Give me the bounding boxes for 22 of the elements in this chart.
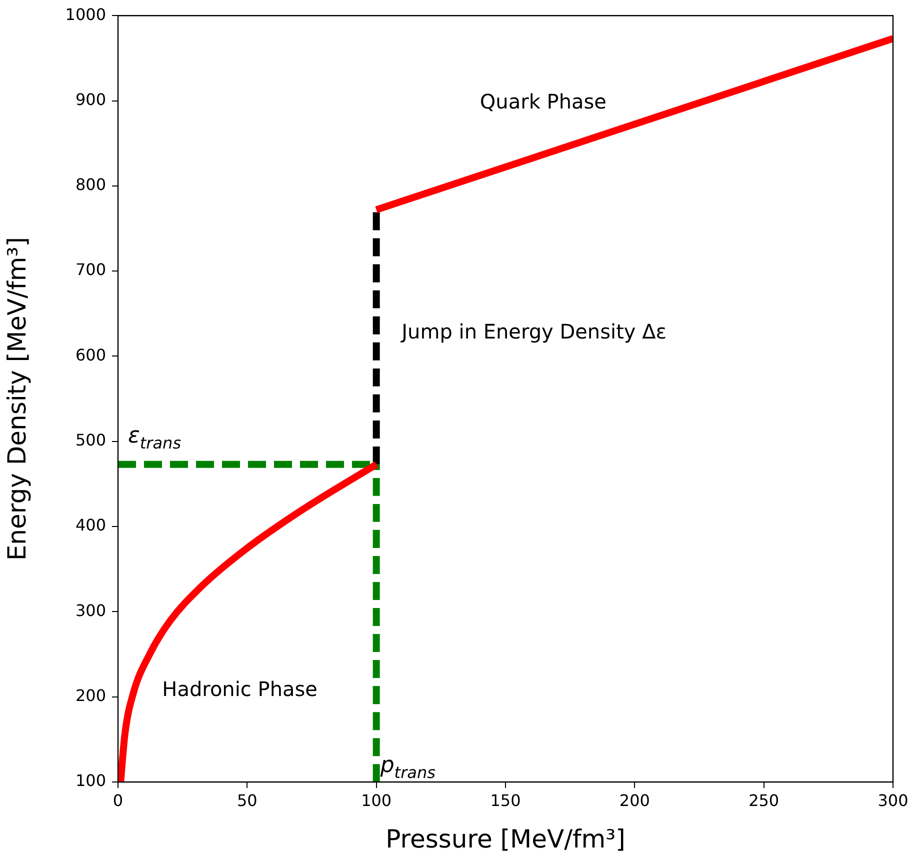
x-axis-title: Pressure [MeV/fm³] xyxy=(386,824,626,854)
x-tick-label: 200 xyxy=(619,790,650,810)
x-tick-label: 0 xyxy=(112,790,124,810)
y-tick-label: 400 xyxy=(75,516,106,535)
annotation: Quark Phase xyxy=(480,89,606,114)
x-tick-label: 150 xyxy=(490,790,521,810)
x-tick-label: 300 xyxy=(878,790,908,810)
annotation: Hadronic Phase xyxy=(162,677,318,702)
y-tick-label: 100 xyxy=(75,771,106,790)
y-tick-label: 200 xyxy=(75,686,106,705)
y-tick-label: 700 xyxy=(75,260,106,280)
y-tick-label: 800 xyxy=(75,175,106,194)
y-tick-label: 300 xyxy=(75,600,106,620)
y-tick-label: 900 xyxy=(75,90,106,109)
annotation: Jump in Energy Density Δε xyxy=(400,319,667,344)
x-tick-label: 250 xyxy=(748,790,780,810)
y-axis-title: Energy Density [MeV/fm³] xyxy=(2,236,32,561)
x-tick-label: 100 xyxy=(361,790,392,810)
y-tick-label: 500 xyxy=(75,430,106,450)
y-tick-label: 1000 xyxy=(65,4,106,24)
y-tick-label: 600 xyxy=(75,345,106,364)
x-tick-label: 50 xyxy=(236,790,258,810)
